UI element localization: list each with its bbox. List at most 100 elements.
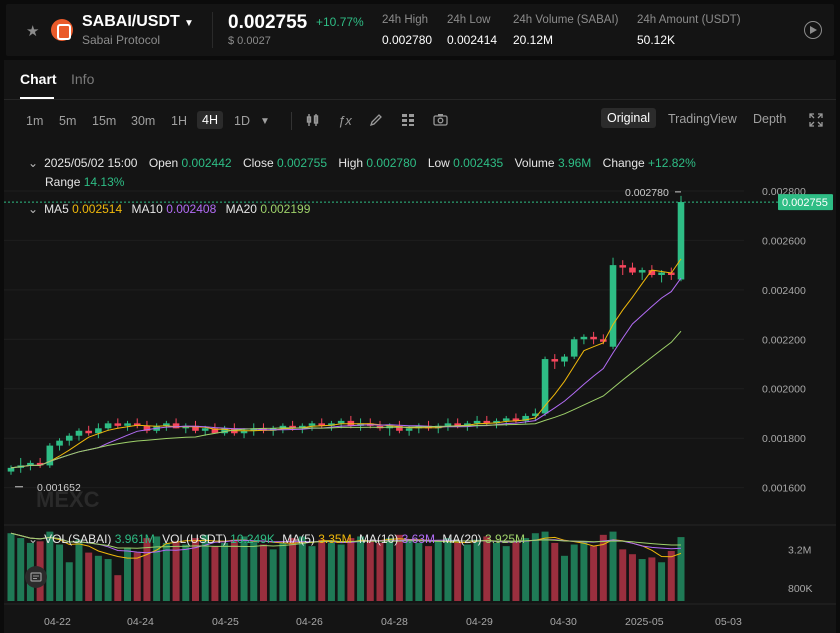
ma10-value: 0.002408 [166,202,217,216]
timeframe-30m[interactable]: 30m [131,114,156,128]
view-tradingview[interactable]: TradingView [668,112,737,126]
candle-body [502,418,510,421]
candle-body [619,265,627,268]
volume-bar [318,539,326,601]
volume-bar [94,555,102,601]
candle-body [561,356,568,362]
collapse-chevron-icon[interactable]: ⌄ [28,156,39,170]
candle-body [648,270,656,276]
vol-collapse-chevron-icon[interactable]: ⌄ [28,532,39,546]
stat-label-24h-high: 24h High [382,14,429,26]
chart-settings-icon[interactable] [25,566,47,588]
screenshot-camera-icon[interactable] [433,113,448,130]
volume-bar [502,546,510,601]
volume-bar [182,544,190,601]
candle-body [279,425,287,429]
candle-body [308,423,316,426]
candle-body [405,428,413,431]
time-tick-label: 04-29 [466,616,493,628]
volume-bar [395,534,403,601]
fullscreen-icon[interactable] [809,113,823,130]
trading-pair[interactable]: SABAI/USDT [82,13,180,30]
tab-info[interactable]: Info [71,71,95,87]
layout-grid-icon[interactable] [401,113,415,130]
candle-body [201,428,209,431]
time-tick-label: 04-25 [212,616,239,628]
price-usd: $ 0.0027 [228,35,271,47]
tab-chart[interactable]: Chart [20,71,57,87]
price-tick-label: 0.002200 [762,334,806,346]
candlestick-chart[interactable]: MEXC 0.0028000.0026000.0024000.0022000.0… [4,60,836,633]
candle-body [493,420,500,424]
timeframe-1h[interactable]: 1H [171,114,187,128]
timeframe-1m[interactable]: 1m [26,114,44,128]
play-icon[interactable] [804,21,822,39]
volume-bar [289,538,297,601]
candle-date: 2025/05/02 15:00 [44,156,138,170]
ticker-header: ★ SABAI/USDT ▼ Sabai Protocol 0.002755 +… [6,4,834,56]
candle-type-icon[interactable] [306,113,320,130]
volume-bar [298,536,306,601]
volume-bar [65,562,73,601]
volume-bar [133,552,141,601]
last-price-label: 0.002755 [782,197,828,209]
volume-bars [7,531,685,601]
time-tick-label: 04-26 [296,616,323,628]
volume-bar [221,542,229,601]
pair-dropdown-icon[interactable]: ▼ [184,18,194,29]
candle-body [629,267,636,273]
vol-ma5-value: 3.35M [318,532,352,546]
ma-collapse-chevron-icon[interactable]: ⌄ [28,202,39,216]
volume-bar [473,539,481,601]
volume-bar [493,542,501,601]
vol-ma10-value: 3.63M [401,532,435,546]
price-tick-label: 0.001800 [762,433,806,445]
timeframe-more-icon[interactable]: ▼ [260,116,270,127]
header-divider [212,12,213,48]
time-tick-label: 04-28 [381,616,408,628]
candle-body [473,420,481,424]
volume-bar [628,554,636,601]
volume-bar [531,533,539,601]
time-tick-label: 04-22 [44,616,71,628]
volume-bar [75,539,83,601]
high-value: 0.002780 [366,156,417,170]
candle-body [114,423,122,426]
tab-divider [4,99,836,100]
volume-tick-label: 800K [788,583,813,595]
drawing-pen-icon[interactable] [369,113,383,130]
timeframe-4h[interactable]: 4H [197,111,223,129]
chart-grid [4,190,836,605]
volume-bar [124,547,132,601]
candle-body [512,418,520,421]
toolbar-divider [291,112,292,130]
low-value: 0.002435 [453,156,504,170]
candle-body [104,423,112,429]
volume-bar [269,549,277,601]
vol-sabai-label: VOL(SABAI) [44,532,112,546]
timeframe-1d[interactable]: 1D [234,114,250,128]
candle-body [600,339,607,342]
view-original[interactable]: Original [601,108,657,128]
candle-body [483,420,491,424]
favorite-star-icon[interactable]: ★ [26,23,40,40]
candle-body [7,467,15,472]
volume-bar [541,531,549,601]
timeframe-5m[interactable]: 5m [59,114,77,128]
candles [7,195,685,475]
timeframe-15m[interactable]: 15m [92,114,117,128]
volume-bar [143,538,151,601]
ma10-line [10,277,682,469]
indicator-fx-icon[interactable]: ƒx [338,113,352,128]
sabai-token-logo [51,19,73,41]
volume-bar [454,542,462,601]
volume-bar [667,550,675,601]
candle-body [46,445,54,466]
volume-bar [211,546,219,601]
candle-body [211,428,219,434]
vol-usdt-label: VOL(USDT) [162,532,227,546]
candle-body [357,423,364,426]
view-depth[interactable]: Depth [753,112,787,126]
candle-body [56,440,63,446]
volume-bar [56,544,64,601]
